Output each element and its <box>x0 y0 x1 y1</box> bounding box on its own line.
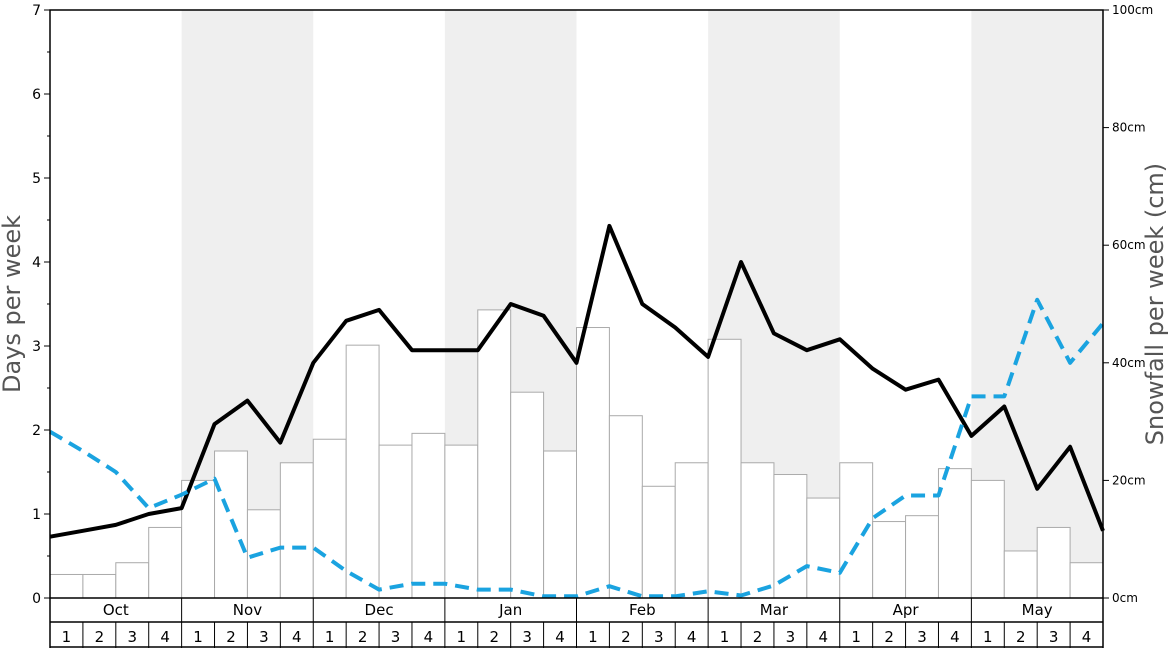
snowfall-bar <box>608 415 643 599</box>
snowfall-bar <box>937 468 972 599</box>
week-label: 4 <box>424 628 434 646</box>
snowfall-bar <box>279 462 314 599</box>
left-tick-label: 2 <box>32 423 41 439</box>
dashed-day-line <box>48 297 1105 599</box>
month-label: Nov <box>233 601 262 619</box>
snowfall-bar <box>1069 562 1104 599</box>
snowfall-bar <box>543 450 577 599</box>
week-label: 4 <box>555 628 565 646</box>
snowfall-bar <box>1003 550 1038 599</box>
week-label: 4 <box>1082 628 1092 646</box>
x-axis: Oct 1 2 3 4 Nov 1 2 3 4 Dec 1 2 3 4 Jan 1 2 3 4 Feb 1 2 3 4 Mar 1 2… <box>49 598 1104 648</box>
week-label: 2 <box>884 628 894 646</box>
month-label: Dec <box>365 601 394 619</box>
snowfall-bar <box>970 479 1005 599</box>
week-label: 4 <box>292 628 302 646</box>
snowfall-bar <box>411 432 446 599</box>
snowfall-bar <box>378 444 413 599</box>
week-label: 4 <box>160 628 170 646</box>
left-tick-label: 5 <box>32 171 41 187</box>
snowfall-bar <box>510 391 545 599</box>
week-label: 3 <box>786 628 796 646</box>
left-tick-label: 3 <box>32 339 41 355</box>
right-tick-label: 100cm <box>1112 3 1153 17</box>
snowfall-bar <box>1036 526 1071 599</box>
solid-day-line <box>49 223 1105 539</box>
week-label: 1 <box>983 628 993 646</box>
snowfall-bars <box>49 309 1104 599</box>
snowfall-bar <box>477 309 512 599</box>
snowfall-bar <box>806 497 841 599</box>
week-label: 2 <box>489 628 499 646</box>
week-label: 1 <box>588 628 598 646</box>
week-label: 1 <box>193 628 203 646</box>
snowfall-bar <box>576 327 610 599</box>
left-tick-label: 1 <box>32 507 41 523</box>
left-tick-label: 0 <box>32 591 41 607</box>
week-label: 2 <box>226 628 236 646</box>
week-label: 2 <box>753 628 763 646</box>
week-label: 3 <box>1049 628 1059 646</box>
snowfall-bar <box>148 526 183 599</box>
week-label: 1 <box>851 628 861 646</box>
week-label: 4 <box>819 628 829 646</box>
week-label: 3 <box>917 628 927 646</box>
month-label: Jan <box>498 601 522 619</box>
week-label: 1 <box>62 628 72 646</box>
week-label: 1 <box>457 628 467 646</box>
left-tick-label: 6 <box>32 87 41 103</box>
week-label: 1 <box>720 628 730 646</box>
month-label: May <box>1022 601 1053 619</box>
week-label: 2 <box>95 628 105 646</box>
month-label: Oct <box>103 601 129 619</box>
week-label: 3 <box>654 628 664 646</box>
right-tick-label: 40cm <box>1112 356 1146 370</box>
snowfall-bar <box>773 474 808 599</box>
week-label: 4 <box>687 628 697 646</box>
week-label: 4 <box>950 628 960 646</box>
snowfall-bar <box>444 444 479 599</box>
snowfall-bar <box>115 562 150 599</box>
left-tick-label: 7 <box>32 3 41 19</box>
week-label: 3 <box>391 628 401 646</box>
right-axis: 0cm 20cm 40cm 60cm 80cm 100cm <box>1103 3 1153 605</box>
week-label: 3 <box>259 628 269 646</box>
snowfall-bar <box>312 438 347 599</box>
week-label: 3 <box>522 628 532 646</box>
left-axis-title: Days per week <box>0 215 26 393</box>
snowfall-bar <box>246 509 281 599</box>
week-label: 2 <box>621 628 631 646</box>
snowfall-bar <box>905 515 939 599</box>
month-label: Apr <box>893 601 920 619</box>
right-axis-title: Snowfall per week (cm) <box>1141 163 1168 445</box>
snowfall-bar <box>49 573 84 599</box>
snowfall-bar <box>82 573 117 599</box>
week-label: 3 <box>127 628 137 646</box>
left-tick-label: 4 <box>32 255 41 271</box>
snowfall-bar <box>345 344 380 599</box>
month-label: Feb <box>629 601 656 619</box>
right-tick-label: 60cm <box>1112 238 1146 252</box>
snowfall-bar <box>707 338 742 599</box>
right-tick-label: 80cm <box>1112 121 1146 135</box>
day-lines <box>48 223 1105 599</box>
left-axis: 0 1 2 3 4 5 6 7 <box>32 3 50 607</box>
week-label: 2 <box>358 628 368 646</box>
snowfall-bar <box>674 462 709 599</box>
right-tick-label: 0cm <box>1112 591 1138 605</box>
snowfall-bar <box>214 450 248 599</box>
snowfall-bar <box>740 462 775 599</box>
snowfall-bar <box>872 521 907 599</box>
snowfall-bar <box>641 485 676 599</box>
snowfall-bar <box>839 462 874 599</box>
right-tick-label: 20cm <box>1112 473 1146 487</box>
month-label: Mar <box>760 601 789 619</box>
week-label: 2 <box>1016 628 1026 646</box>
week-label: 1 <box>325 628 335 646</box>
